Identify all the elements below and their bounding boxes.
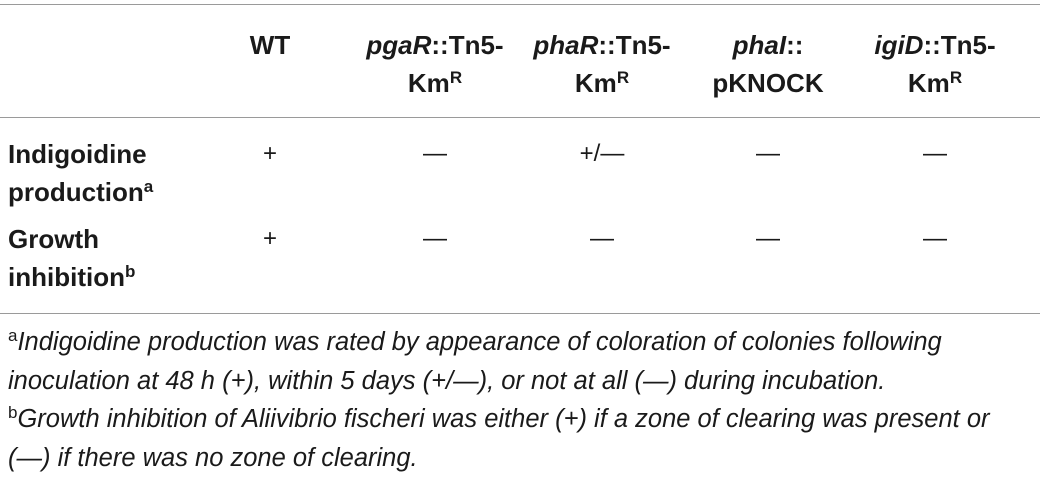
header-sup: R [616, 68, 630, 87]
row-label: Indigoidine productiona [8, 135, 208, 211]
header-italic: phaI [732, 30, 787, 60]
footnote-text: Indigoidine production was rated by appe… [8, 328, 942, 395]
table-cell: — [923, 225, 947, 252]
footnote-mark: b [8, 403, 18, 422]
footnote-mark: a [8, 326, 18, 345]
table-cell: — [756, 225, 780, 252]
table-cell: + [262, 140, 277, 167]
table-cell: — [423, 225, 447, 252]
row-label: Growth inhibitionb [8, 220, 208, 296]
footnote: bGrowth inhibition of Aliivibrio fischer… [8, 400, 1038, 477]
row-label-sup: a [143, 177, 154, 196]
header-text: :: pKNOCK [712, 30, 824, 98]
column-header: pgaR::Tn5-KmR [350, 26, 520, 102]
header-italic: igiD [874, 30, 924, 60]
table-cell: — [590, 225, 614, 252]
column-header: phaR::Tn5-KmR [517, 26, 687, 102]
header-sup: R [449, 68, 463, 87]
table-cell: — [423, 140, 447, 167]
header-text: WT [249, 30, 291, 60]
row-label-sup: b [124, 262, 136, 281]
header-italic: pgaR [366, 30, 432, 60]
header-text: ::Tn5-Km [407, 30, 504, 98]
footnote-text: Growth inhibition of Aliivibrio fischeri… [8, 405, 990, 472]
header-text: ::Tn5-Km [907, 30, 996, 98]
header-sup: R [949, 68, 963, 87]
header-text: ::Tn5-Km [574, 30, 671, 98]
table-cell: + [262, 225, 277, 252]
bottom-rule [0, 313, 1040, 314]
table-cell: — [923, 140, 947, 167]
row-label-text: Indigoidine production [8, 139, 147, 207]
row-label-text: Growth inhibition [8, 224, 125, 292]
column-header: phaI:: pKNOCK [683, 26, 853, 102]
header-italic: phaR [533, 30, 599, 60]
top-rule [0, 4, 1040, 5]
header-rule [0, 117, 1040, 118]
column-header: igiD::Tn5-KmR [850, 26, 1020, 102]
footnote: aIndigoidine production was rated by app… [8, 323, 1038, 400]
table-cell: — [756, 140, 780, 167]
column-header: WT [185, 26, 355, 64]
table-cell: +/— [579, 140, 625, 167]
